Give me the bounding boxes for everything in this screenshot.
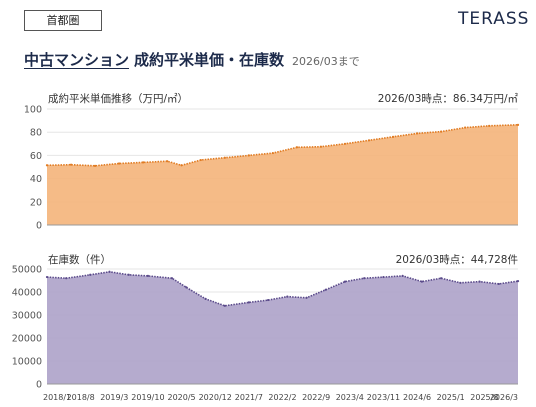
x-tick-label: 2018/8 bbox=[67, 393, 95, 402]
price-ytick-label: 60 bbox=[30, 151, 42, 162]
title-sub: 成約平米単価・在庫数 bbox=[134, 51, 285, 69]
stock-point bbox=[146, 274, 150, 277]
stock-point bbox=[45, 275, 49, 279]
price-point bbox=[295, 146, 299, 149]
stock-point bbox=[363, 277, 366, 280]
stock-point bbox=[382, 275, 385, 279]
stock-point bbox=[223, 304, 226, 307]
price-point bbox=[180, 164, 183, 167]
x-tick-label: 2022/9 bbox=[302, 393, 330, 402]
stock-ytick-label: 10000 bbox=[12, 357, 42, 368]
x-tick-label: 2018/1 bbox=[43, 393, 71, 402]
stock-point bbox=[286, 295, 289, 298]
stock-point bbox=[440, 277, 443, 280]
stock-point bbox=[305, 296, 308, 299]
price-point bbox=[464, 126, 467, 129]
price-area bbox=[47, 124, 518, 225]
price-ytick-label: 40 bbox=[30, 174, 42, 185]
stock-point bbox=[420, 280, 423, 283]
price-point bbox=[440, 130, 443, 133]
price-title: 成約平米単価推移（万円/㎡） bbox=[48, 92, 188, 105]
stock-point bbox=[459, 281, 462, 284]
price-point bbox=[166, 160, 169, 163]
region-badge: 首都圏 bbox=[24, 10, 102, 31]
stock-point bbox=[497, 282, 500, 286]
stock-ytick-label: 0 bbox=[36, 380, 42, 391]
stock-point bbox=[185, 286, 188, 289]
price-point bbox=[45, 164, 49, 167]
x-tick-label: 2019/3 bbox=[100, 393, 128, 402]
stock-title: 在庫数（件） bbox=[48, 253, 111, 266]
stock-point bbox=[170, 277, 174, 280]
stock-point bbox=[65, 277, 68, 280]
stock-ytick-label: 20000 bbox=[12, 334, 42, 345]
price-point bbox=[223, 156, 226, 159]
stock-point bbox=[247, 301, 250, 304]
stock-ytick-label: 40000 bbox=[12, 288, 42, 299]
price-point bbox=[69, 163, 73, 166]
page-title: 中古マンション 成約平米単価・在庫数 2026/03まで bbox=[24, 49, 360, 70]
stock-area bbox=[47, 271, 518, 384]
terass-logo: TERASS bbox=[458, 9, 530, 29]
stock-ytick-label: 30000 bbox=[12, 311, 42, 322]
x-tick-label: 2022/2 bbox=[268, 393, 296, 402]
stock-ytick-label: 50000 bbox=[12, 265, 42, 276]
price-ytick-label: 20 bbox=[30, 197, 42, 208]
stock-point bbox=[127, 273, 130, 276]
x-tick-label: 2025/1 bbox=[437, 393, 465, 402]
price-point bbox=[488, 124, 491, 127]
x-tick-label: 2023/4 bbox=[336, 393, 364, 402]
price-point bbox=[367, 139, 371, 142]
price-ytick-label: 0 bbox=[36, 221, 42, 232]
stock-point bbox=[478, 280, 481, 283]
stock-point bbox=[108, 270, 111, 273]
price-point bbox=[117, 162, 121, 165]
price-point bbox=[271, 151, 274, 155]
x-tick-label: 2024/6 bbox=[403, 393, 431, 402]
stock-point bbox=[324, 288, 327, 291]
x-tick-label: 2021/7 bbox=[235, 393, 263, 402]
price-point bbox=[142, 161, 145, 164]
price-ytick-label: 100 bbox=[24, 105, 42, 116]
x-tick-label: 2020/5 bbox=[167, 393, 195, 402]
x-tick-label: 2019/10 bbox=[131, 393, 164, 402]
stock-annotation: 2026/03時点：44,728件 bbox=[396, 254, 518, 266]
stock-point bbox=[401, 274, 404, 277]
price-ytick-label: 80 bbox=[30, 128, 42, 139]
as-of-date: 2026/03まで bbox=[292, 55, 360, 68]
x-tick-label: 2023/11 bbox=[367, 393, 400, 402]
x-tick-label: 2025/8 bbox=[470, 393, 498, 402]
price-point bbox=[415, 132, 419, 135]
stock-point bbox=[89, 273, 92, 276]
price-point bbox=[247, 154, 250, 157]
price-point bbox=[343, 142, 347, 145]
price-point bbox=[199, 158, 202, 162]
price-point bbox=[516, 123, 520, 126]
price-point bbox=[391, 135, 395, 138]
stock-point bbox=[266, 298, 270, 302]
x-tick-label: 2020/12 bbox=[199, 393, 232, 402]
title-main: 中古マンション bbox=[24, 51, 130, 69]
price-point bbox=[93, 164, 97, 167]
price-annotation: 2026/03時点：86.34万円/㎡ bbox=[378, 93, 519, 105]
price-point bbox=[319, 145, 323, 148]
stock-point bbox=[516, 280, 520, 283]
stock-point bbox=[204, 297, 207, 300]
stock-point bbox=[343, 280, 347, 283]
x-tick-label: 2026/3 bbox=[490, 393, 518, 402]
